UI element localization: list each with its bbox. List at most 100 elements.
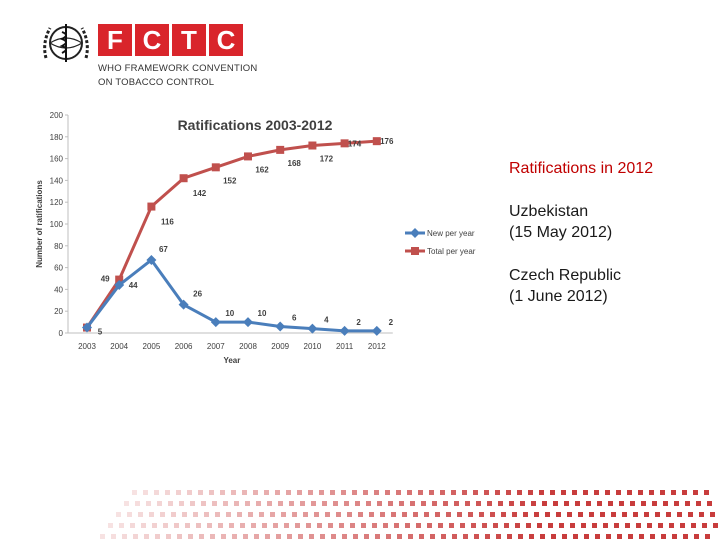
data-label: 174 [348, 139, 362, 148]
side-heading: Ratifications in 2012 [509, 160, 654, 177]
decorative-dot [465, 501, 470, 506]
decorative-dot [649, 490, 654, 495]
decorative-dot [259, 512, 264, 517]
decorative-dot [187, 490, 192, 495]
decorative-dot [361, 523, 366, 528]
decorative-dot [133, 534, 138, 539]
decorative-dot [537, 523, 542, 528]
decorative-dot [694, 534, 699, 539]
decorative-dot [286, 490, 291, 495]
decorative-dot [254, 534, 259, 539]
decorative-dot [353, 534, 358, 539]
decorative-dot [683, 534, 688, 539]
decorative-dot [424, 512, 429, 517]
decorative-dot [273, 523, 278, 528]
decorative-dot [603, 523, 608, 528]
decorative-dot [199, 534, 204, 539]
header: F C T C WHO FRAMEWORK CONVENTION ON TOBA… [0, 0, 720, 100]
data-label: 10 [225, 309, 234, 318]
decorative-dot [402, 512, 407, 517]
decorative-dot [212, 501, 217, 506]
decorative-dot [355, 501, 360, 506]
decorative-dot [166, 534, 171, 539]
fctc-logo: F C T C [98, 24, 243, 56]
y-tick-label: 160 [50, 155, 64, 164]
decorative-dot [242, 490, 247, 495]
decorative-dot [289, 501, 294, 506]
decorative-dot [594, 490, 599, 495]
decorative-dot [614, 523, 619, 528]
y-tick-label: 0 [59, 329, 64, 338]
decorative-dot [570, 523, 575, 528]
decorative-dot [597, 501, 602, 506]
decorative-dot-pattern [100, 490, 718, 539]
data-label: 168 [288, 159, 302, 168]
decorative-dot [100, 534, 105, 539]
decorative-dot [561, 490, 566, 495]
decorative-dot [317, 523, 322, 528]
decorative-dot [344, 501, 349, 506]
decorative-dot [421, 501, 426, 506]
decorative-dot [308, 490, 313, 495]
decorative-dot [534, 512, 539, 517]
decorative-dot [377, 501, 382, 506]
data-label: 116 [161, 218, 174, 227]
decorative-dot [666, 512, 671, 517]
decorative-dot [462, 490, 467, 495]
decorative-dot [245, 501, 250, 506]
decorative-dot [482, 523, 487, 528]
decorative-dot [267, 501, 272, 506]
decorative-dot [699, 512, 704, 517]
decorative-dot [190, 501, 195, 506]
decorative-dot [562, 534, 567, 539]
decorative-dot [396, 490, 401, 495]
decorative-dot [468, 512, 473, 517]
decorative-dot [418, 490, 423, 495]
data-label: 172 [320, 155, 334, 164]
decorative-dot [617, 534, 622, 539]
decorative-dot [677, 512, 682, 517]
decorative-dot [650, 534, 655, 539]
decorative-dot [221, 534, 226, 539]
decorative-dot [165, 490, 170, 495]
decorative-dot [234, 501, 239, 506]
decorative-dot [314, 512, 319, 517]
decorative-dot [705, 534, 710, 539]
decorative-dot [432, 501, 437, 506]
who-emblem-icon [43, 24, 89, 62]
decorative-dot [363, 490, 368, 495]
decorative-dot [383, 523, 388, 528]
decorative-dot [108, 523, 113, 528]
decorative-dot [295, 523, 300, 528]
decorative-dot [644, 512, 649, 517]
decorative-dot [306, 523, 311, 528]
y-tick-label: 200 [50, 111, 64, 120]
decorative-dot [608, 501, 613, 506]
data-point [371, 325, 382, 336]
decorative-dot [287, 534, 292, 539]
decorative-dot [435, 512, 440, 517]
data-point [147, 202, 156, 211]
decorative-dot [589, 512, 594, 517]
decorative-dot [207, 523, 212, 528]
data-label: 142 [193, 189, 207, 198]
decorative-dot [284, 523, 289, 528]
decorative-dot [394, 523, 399, 528]
decorative-dot [320, 534, 325, 539]
decorative-dot [223, 501, 228, 506]
decorative-dot [407, 490, 412, 495]
decorative-dot [528, 490, 533, 495]
x-tick-label: 2012 [368, 342, 386, 351]
decorative-dot [265, 534, 270, 539]
decorative-dot [581, 523, 586, 528]
data-label: 5 [98, 328, 103, 337]
legend-label: Total per year [427, 247, 476, 256]
decorative-dot [311, 501, 316, 506]
decorative-dot [413, 512, 418, 517]
decorative-dot [550, 490, 555, 495]
series-line [85, 258, 377, 333]
decorative-dot [196, 523, 201, 528]
decorative-dot [138, 512, 143, 517]
data-point [178, 299, 189, 310]
decorative-dot [509, 501, 514, 506]
